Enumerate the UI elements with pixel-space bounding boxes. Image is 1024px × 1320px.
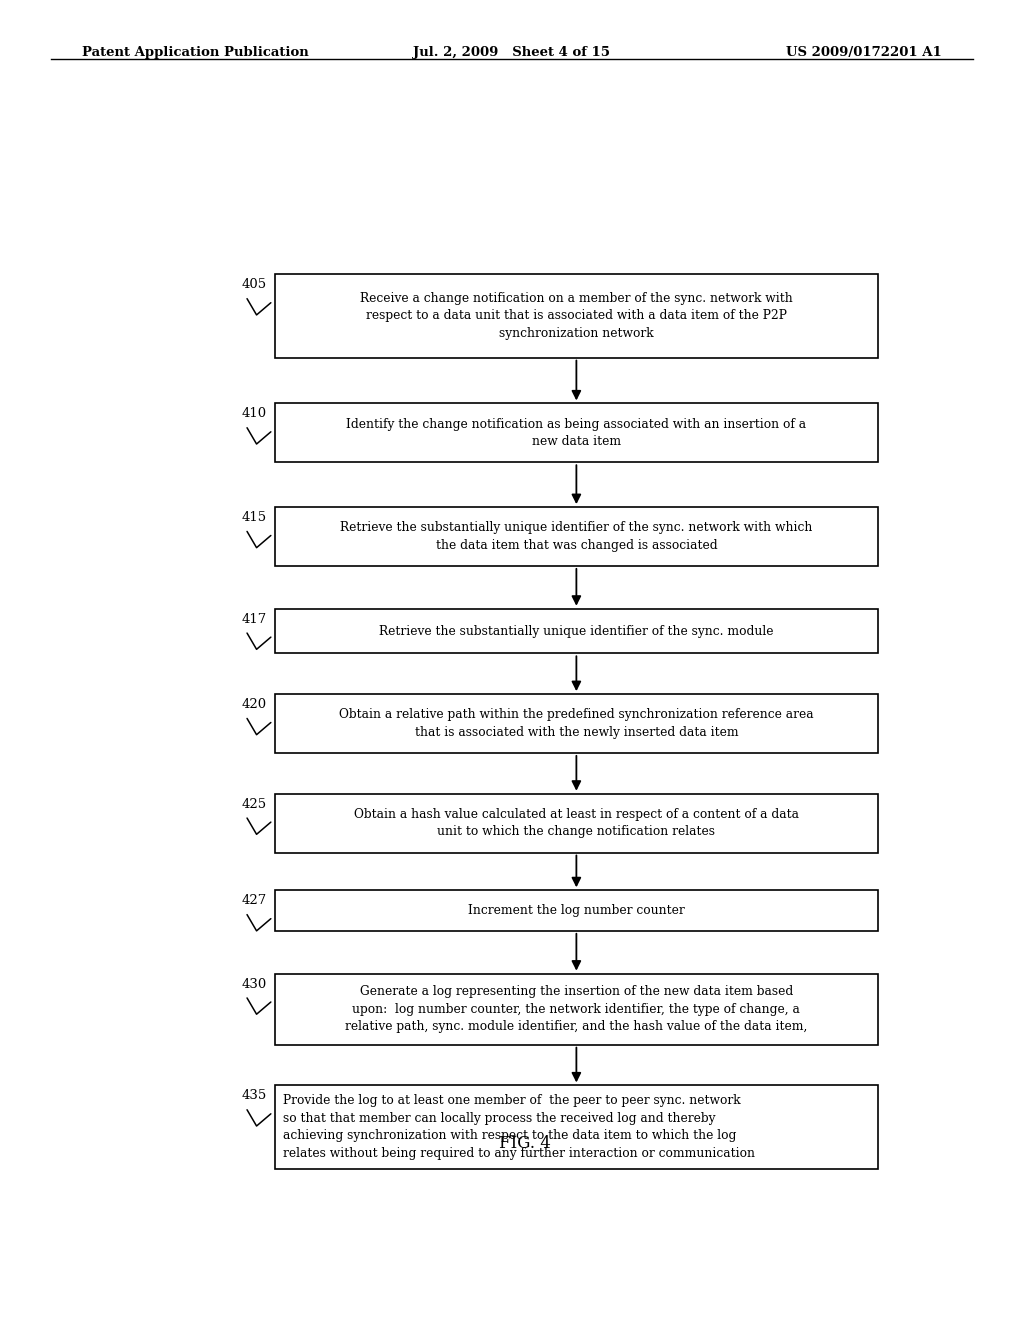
- Text: Receive a change notification on a member of the sync. network with
respect to a: Receive a change notification on a membe…: [360, 292, 793, 341]
- Bar: [274, 1085, 878, 1168]
- Text: Obtain a hash value calculated at least in respect of a content of a data
unit t: Obtain a hash value calculated at least …: [354, 808, 799, 838]
- Text: Retrieve the substantially unique identifier of the sync. module: Retrieve the substantially unique identi…: [379, 624, 774, 638]
- Bar: [274, 890, 878, 931]
- Text: 430: 430: [242, 978, 267, 990]
- Text: 417: 417: [242, 612, 267, 626]
- Text: 435: 435: [242, 1089, 267, 1102]
- Text: 427: 427: [242, 894, 267, 907]
- Text: 420: 420: [242, 698, 267, 711]
- Text: Retrieve the substantially unique identifier of the sync. network with which
the: Retrieve the substantially unique identi…: [340, 521, 813, 552]
- Text: 405: 405: [242, 279, 267, 292]
- Text: 410: 410: [242, 408, 267, 420]
- Text: US 2009/0172201 A1: US 2009/0172201 A1: [786, 46, 942, 59]
- Text: Patent Application Publication: Patent Application Publication: [82, 46, 308, 59]
- Bar: [274, 609, 878, 653]
- Text: Generate a log representing the insertion of the new data item based
upon:  log : Generate a log representing the insertio…: [345, 985, 808, 1034]
- Bar: [274, 694, 878, 752]
- Bar: [274, 974, 878, 1044]
- Text: Provide the log to at least one member of  the peer to peer sync. network
so tha: Provide the log to at least one member o…: [283, 1094, 755, 1160]
- Text: 415: 415: [242, 511, 267, 524]
- Bar: [274, 507, 878, 566]
- Text: Increment the log number counter: Increment the log number counter: [468, 904, 685, 917]
- Bar: [274, 404, 878, 462]
- Text: FIG. 4: FIG. 4: [499, 1135, 551, 1152]
- Text: 425: 425: [242, 797, 267, 810]
- Bar: [274, 275, 878, 358]
- Text: Obtain a relative path within the predefined synchronization reference area
that: Obtain a relative path within the predef…: [339, 709, 814, 739]
- Text: Jul. 2, 2009   Sheet 4 of 15: Jul. 2, 2009 Sheet 4 of 15: [414, 46, 610, 59]
- Bar: [274, 793, 878, 853]
- Text: Identify the change notification as being associated with an insertion of a
new : Identify the change notification as bein…: [346, 417, 807, 447]
